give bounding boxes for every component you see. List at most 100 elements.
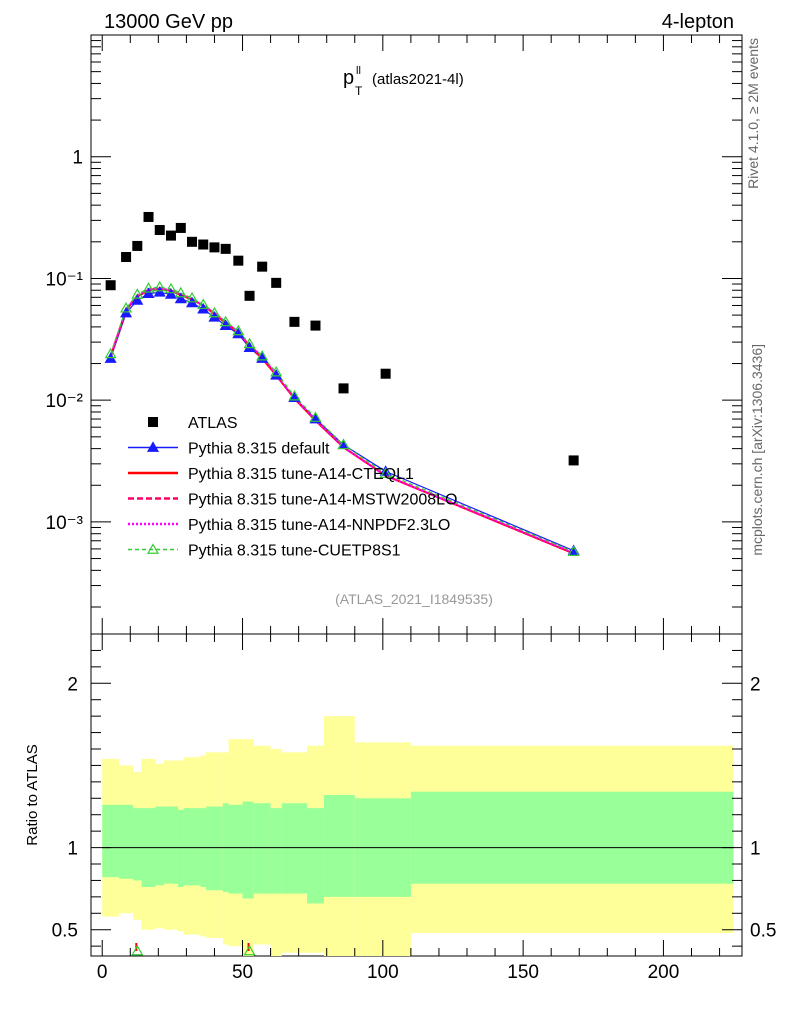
ratio-inner-band-bin — [323, 795, 355, 897]
series-point-pythia-8-315-default — [270, 369, 283, 380]
ratio-inner-band-bin — [177, 809, 184, 887]
series-point-pythia-8-315-tune-cuetp8s1 — [232, 324, 245, 336]
axis-tick-labels: 10⁻³ 10⁻² 10⁻¹ 1 0 50 100 150 200 0.5 0.5 1 1 2 2 — [46, 148, 777, 983]
series-point-pythia-8-315-tune-cuetp8s1 — [219, 315, 232, 327]
series-line-pythia-8-315-tune-cuetp8s1 — [110, 286, 574, 553]
legend-marker — [146, 441, 160, 452]
ratio-offscale-markers — [131, 943, 256, 956]
main-y-tick-label: 1 — [72, 148, 83, 169]
ratio-inner-band-bin — [163, 806, 178, 884]
main-y-tick-label: 10⁻¹ — [46, 269, 84, 290]
atlas-data-point — [187, 236, 198, 247]
series-point-pythia-8-315-default — [131, 294, 144, 305]
ratio-offscale-marker — [131, 944, 144, 956]
legend-entry-atlas: ATLAS — [148, 415, 238, 432]
ratio-offscale-marker — [243, 944, 256, 956]
atlas-data-point — [233, 255, 244, 266]
legend-entry-pythia-8-315-tune-a14-mstw2008lo: Pythia 8.315 tune-A14-MSTW2008LO — [128, 492, 457, 509]
series-point-pythia-8-315-tune-cuetp8s1 — [243, 337, 256, 349]
ratio-x-tick-label: 0 — [97, 962, 108, 983]
ratio-x-tick-label: 200 — [648, 962, 680, 983]
series-point-pythia-8-315-tune-cuetp8s1 — [567, 545, 580, 556]
ratio-y-tick-label-right: 2 — [750, 674, 761, 695]
atlas-data-point — [154, 225, 165, 236]
atlas-data-point — [244, 290, 255, 301]
ratio-uncertainty-bands — [102, 716, 734, 956]
ratio-x-tick-label: 50 — [232, 962, 253, 983]
ratio-inner-band-bin — [242, 801, 254, 899]
rivet-version-label: Rivet 4.1.0, ≥ 2M events — [745, 38, 761, 189]
series-point-pythia-8-315-tune-cuetp8s1 — [185, 291, 199, 303]
ratio-inner-band-bin — [228, 804, 243, 894]
series-point-pythia-8-315-tune-cuetp8s1 — [309, 411, 322, 422]
series-point-pythia-8-315-tune-cuetp8s1 — [337, 438, 350, 450]
atlas-data-point — [289, 316, 300, 327]
plot-title: p ll T (atlas2021-4l) — [343, 65, 464, 98]
axis-ticks — [91, 34, 742, 956]
ratio-x-tick-label: 150 — [507, 962, 539, 983]
series-point-pythia-8-315-tune-cuetp8s1 — [288, 389, 301, 401]
series-point-pythia-8-315-tune-cuetp8s1 — [174, 286, 187, 298]
series-line-pythia-8-315-default — [110, 291, 574, 552]
ratio-inner-band-bin — [206, 806, 223, 891]
ratio-inner-band-bin — [102, 804, 120, 878]
atlas-data-point — [568, 455, 579, 466]
ratio-inner-band-bin — [253, 803, 271, 894]
legend-label: Pythia 8.315 tune-CUETP8S1 — [188, 543, 401, 560]
main-y-tick-label: 10⁻³ — [46, 513, 84, 534]
atlas-data-point — [132, 240, 143, 251]
mcplots-credit-label: mcplots.cern.ch [arXiv:1306.3436] — [749, 344, 765, 556]
ratio-y-tick-label-left: 1 — [67, 839, 78, 860]
atlas-data-point — [143, 211, 154, 222]
atlas-data-point — [105, 280, 116, 291]
series-point-pythia-8-315-default — [142, 287, 155, 299]
ratio-y-tick-label-left: 2 — [67, 674, 78, 695]
series-point-pythia-8-315-default — [309, 412, 322, 424]
legend: ATLAS Pythia 8.315 default Pythia 8.315 tu… — [128, 415, 457, 560]
ratio-y-tick-label-right: 0.5 — [750, 921, 776, 942]
main-plot-series — [104, 211, 580, 556]
atlas-data-point — [380, 368, 391, 379]
ratio-y-axis-label: Ratio to ATLAS — [24, 744, 41, 845]
legend-entry-pythia-8-315-tune-a14-cteql1: Pythia 8.315 tune-A14-CTEQL1 — [128, 466, 414, 483]
series-line-pythia-8-315-tune-a14-mstw2008lo — [109, 287, 574, 555]
ratio-y-tick-label-left: 0.5 — [52, 921, 78, 942]
atlas-data-point — [271, 277, 282, 288]
series-point-pythia-8-315-default — [153, 286, 166, 297]
ratio-plot-frame — [90, 633, 743, 957]
series-point-pythia-8-315-default — [164, 288, 178, 299]
plot-title-subscript: T — [355, 84, 363, 98]
legend-marker — [146, 543, 160, 554]
atlas-data-point — [209, 242, 220, 253]
series-point-pythia-8-315-tune-cuetp8s1 — [120, 301, 133, 313]
main-y-tick-label: 10⁻² — [46, 391, 84, 412]
series-point-pythia-8-315-tune-cuetp8s1 — [164, 282, 178, 294]
atlas-data-point — [220, 243, 231, 254]
series-point-pythia-8-315-tune-cuetp8s1 — [142, 282, 155, 293]
series-point-pythia-8-315-tune-cuetp8s1 — [104, 347, 117, 359]
series-point-pythia-8-315-default — [288, 391, 301, 402]
atlas-data-point — [175, 222, 186, 233]
plot-title-superscript: ll — [356, 65, 361, 77]
channel-label: 4-lepton — [662, 11, 734, 33]
legend-label: Pythia 8.315 tune-A14-NNPDF2.3LO — [188, 517, 450, 534]
series-line-pythia-8-315-tune-a14-cteql1 — [109, 287, 574, 555]
ratio-inner-band-bin — [281, 803, 308, 894]
series-point-pythia-8-315-tune-cuetp8s1 — [256, 349, 269, 361]
ratio-inner-band-bin — [119, 804, 134, 879]
series-point-pythia-8-315-tune-cuetp8s1 — [153, 280, 166, 292]
plot-title-tag: (atlas2021-4l) — [372, 71, 464, 88]
legend-label: Pythia 8.315 tune-A14-MSTW2008LO — [188, 492, 457, 509]
ratio-inner-band-bin — [133, 808, 142, 881]
legend-entry-pythia-8-315-tune-a14-nnpdf2-3lo: Pythia 8.315 tune-A14-NNPDF2.3LO — [128, 517, 450, 534]
ratio-x-tick-label: 100 — [367, 962, 399, 983]
legend-entry-pythia-8-315-default: Pythia 8.315 default — [128, 441, 330, 458]
atlas-data-point — [198, 239, 209, 250]
series-point-pythia-8-315-default — [174, 292, 187, 304]
atlas-data-point — [338, 383, 349, 394]
legend-symbol — [148, 417, 158, 427]
atlas-data-point — [165, 230, 176, 241]
analysis-id-label: (ATLAS_2021_I1849535) — [335, 591, 493, 607]
legend-label: ATLAS — [188, 415, 238, 432]
